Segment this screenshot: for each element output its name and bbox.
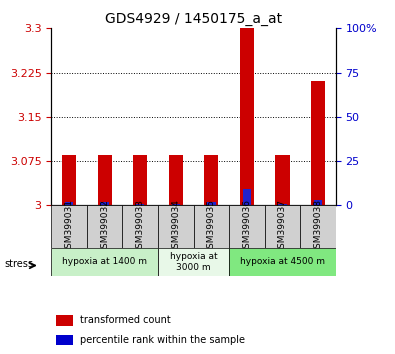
Text: hypoxia at
3000 m: hypoxia at 3000 m	[170, 252, 217, 272]
Bar	[275, 155, 290, 205]
FancyBboxPatch shape	[51, 248, 158, 276]
Bar	[100, 202, 109, 205]
FancyBboxPatch shape	[158, 205, 194, 248]
Bar	[314, 200, 322, 205]
Text: GSM399034: GSM399034	[171, 199, 180, 254]
Text: hypoxia at 1400 m: hypoxia at 1400 m	[62, 257, 147, 267]
Text: GSM399035: GSM399035	[207, 199, 216, 254]
Text: GSM399033: GSM399033	[136, 199, 145, 254]
FancyBboxPatch shape	[265, 205, 300, 248]
Bar	[204, 155, 218, 205]
FancyBboxPatch shape	[158, 248, 229, 276]
FancyBboxPatch shape	[87, 205, 122, 248]
Text: GSM399032: GSM399032	[100, 199, 109, 254]
Title: GDS4929 / 1450175_a_at: GDS4929 / 1450175_a_at	[105, 12, 282, 26]
Bar	[243, 189, 251, 205]
Text: stress: stress	[4, 259, 33, 269]
Bar	[62, 155, 76, 205]
Bar	[278, 204, 287, 205]
FancyBboxPatch shape	[122, 205, 158, 248]
Text: transformed count: transformed count	[80, 315, 171, 325]
Text: GSM399038: GSM399038	[314, 199, 322, 254]
FancyBboxPatch shape	[300, 205, 336, 248]
FancyBboxPatch shape	[229, 205, 265, 248]
FancyBboxPatch shape	[229, 248, 336, 276]
Bar	[56, 315, 73, 326]
Bar	[240, 28, 254, 205]
Text: GSM399037: GSM399037	[278, 199, 287, 254]
Text: percentile rank within the sample: percentile rank within the sample	[80, 335, 245, 345]
Text: hypoxia at 4500 m: hypoxia at 4500 m	[240, 257, 325, 267]
FancyBboxPatch shape	[51, 205, 87, 248]
Bar	[133, 155, 147, 205]
Bar	[311, 81, 325, 205]
Bar	[171, 204, 180, 205]
Text: GSM399036: GSM399036	[243, 199, 251, 254]
Bar	[98, 155, 112, 205]
Bar	[207, 202, 216, 205]
FancyBboxPatch shape	[194, 205, 229, 248]
Bar	[136, 204, 145, 205]
Bar	[56, 335, 73, 345]
Bar	[65, 202, 73, 205]
Text: GSM399031: GSM399031	[65, 199, 73, 254]
Bar	[169, 155, 183, 205]
